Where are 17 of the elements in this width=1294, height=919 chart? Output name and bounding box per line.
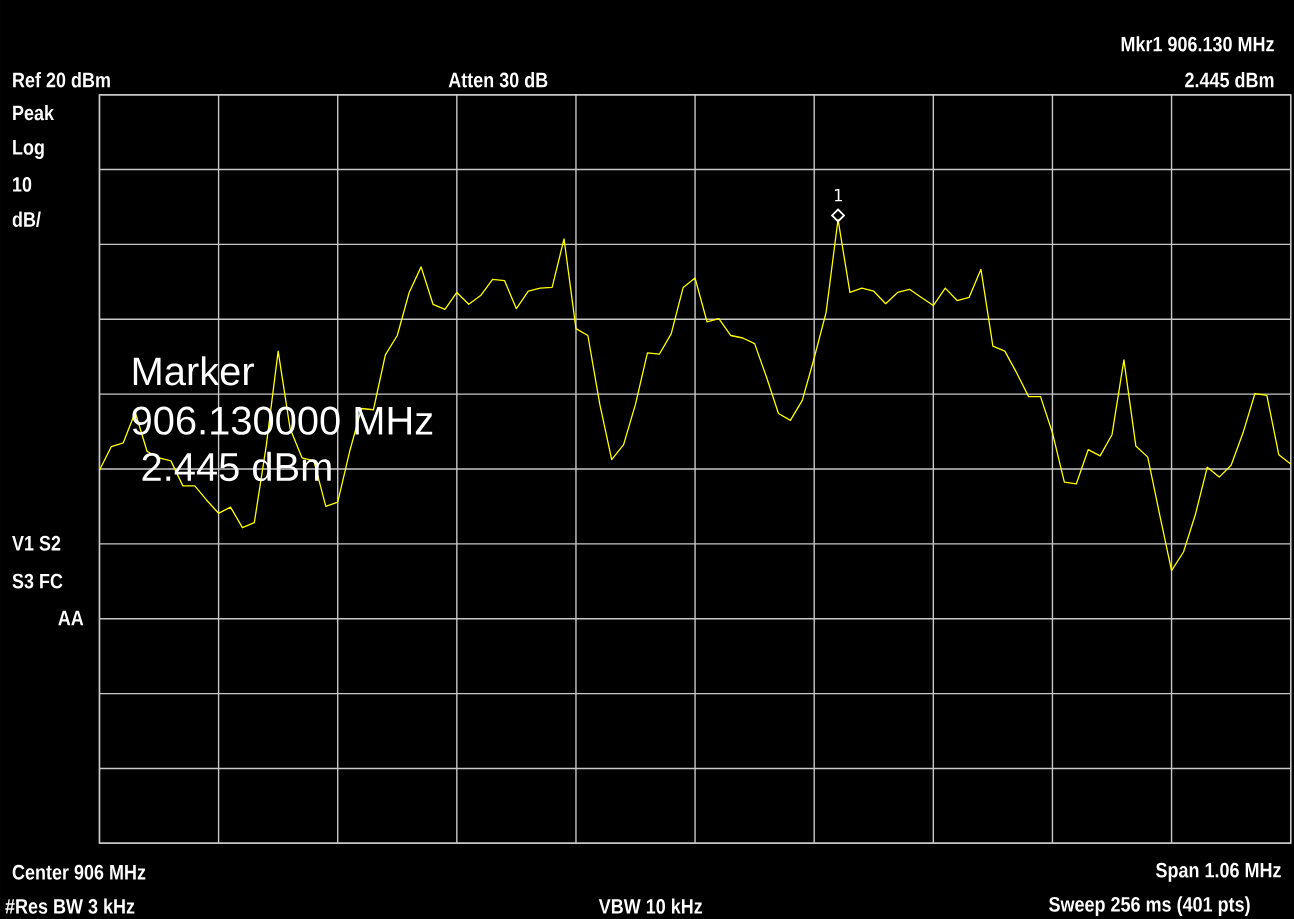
- text: S3 FC: [12, 573, 63, 589]
- text: VBW 10 kHz: [598, 898, 703, 914]
- text: Span 1.06 MHz: [1155, 862, 1281, 882]
- text: Atten 30 dB: [448, 72, 548, 88]
- text: dB/: [12, 211, 41, 228]
- text: Log: [13, 140, 44, 159]
- text: Mkr1 906.130 MHz: [1121, 36, 1274, 52]
- text: V1 S2: [12, 535, 61, 551]
- text: Center 906 MHz: [12, 864, 146, 880]
- text: Sweep 256 ms (401 pts): [1049, 896, 1250, 916]
- text: Ref 20 dBm: [13, 72, 110, 88]
- text: Peak: [13, 104, 55, 121]
- text: 10: [13, 176, 32, 192]
- annotation: 1: [834, 188, 842, 202]
- text: 2.445 dBm: [1185, 72, 1274, 88]
- text: AA: [58, 610, 84, 626]
- text: #Res BW 3 kHz: [5, 898, 135, 914]
